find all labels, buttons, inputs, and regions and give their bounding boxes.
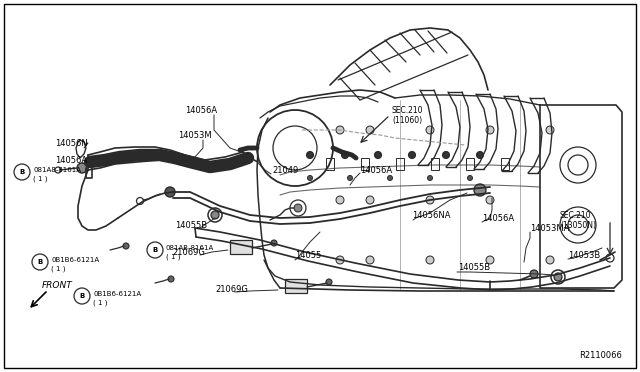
Text: 14055B: 14055B [458,263,490,273]
Text: 14053M: 14053M [178,131,212,140]
Circle shape [307,151,314,158]
Text: ( 1 ): ( 1 ) [33,176,47,182]
Text: 14056A: 14056A [185,106,217,115]
Circle shape [342,151,349,158]
Text: 0B1B6-6121A: 0B1B6-6121A [51,257,99,263]
Bar [396,158,404,170]
Text: (13050N): (13050N) [560,221,596,230]
Text: B: B [79,293,84,299]
Circle shape [211,211,219,219]
Text: 14056A: 14056A [360,166,392,174]
Circle shape [374,151,381,158]
Text: 14056NA: 14056NA [412,211,451,219]
Circle shape [366,126,374,134]
Circle shape [336,196,344,204]
Circle shape [426,256,434,264]
Circle shape [477,151,483,158]
Circle shape [530,270,538,278]
Circle shape [426,126,434,134]
Text: (11060): (11060) [392,115,422,125]
Text: 21069G: 21069G [172,247,205,257]
Circle shape [307,176,312,180]
Text: B: B [19,169,24,175]
Circle shape [77,163,87,173]
Circle shape [294,204,302,212]
Text: 14053B: 14053B [568,250,600,260]
Text: 14055: 14055 [295,250,321,260]
Bar [285,279,307,293]
Text: 14055B: 14055B [175,221,207,230]
Text: SEC.210: SEC.210 [560,211,591,219]
Circle shape [165,187,175,197]
Text: 21049: 21049 [272,166,298,174]
Circle shape [546,256,554,264]
Circle shape [486,256,494,264]
Text: 14056N: 14056N [55,138,88,148]
Circle shape [467,176,472,180]
Circle shape [326,279,332,285]
Text: 14056A: 14056A [482,214,514,222]
Bar [501,158,509,170]
Circle shape [442,151,449,158]
Text: R2110066: R2110066 [579,351,622,360]
Text: FRONT: FRONT [42,280,73,289]
Bar [466,158,474,170]
Text: 0B1B6-6121A: 0B1B6-6121A [93,291,141,297]
Circle shape [336,256,344,264]
Text: B: B [152,247,157,253]
Circle shape [168,276,174,282]
Circle shape [474,184,486,196]
Text: 081AB-8161A: 081AB-8161A [166,245,214,251]
Circle shape [486,126,494,134]
Text: SEC.210: SEC.210 [392,106,424,115]
Text: ( 1 ): ( 1 ) [51,266,65,272]
Circle shape [336,126,344,134]
Text: ( 1 ): ( 1 ) [93,300,108,306]
Circle shape [554,273,562,281]
Text: 14053MA: 14053MA [530,224,570,232]
Text: 081A8-8161A: 081A8-8161A [33,167,81,173]
Circle shape [366,196,374,204]
Bar [230,240,252,254]
Bar [431,158,439,170]
Circle shape [271,240,277,246]
Circle shape [546,126,554,134]
Text: ( 1 ): ( 1 ) [166,254,180,260]
Circle shape [366,256,374,264]
Text: B: B [37,259,43,265]
Circle shape [408,151,415,158]
Bar [326,158,334,170]
Text: 21069G: 21069G [215,285,248,295]
Circle shape [428,176,433,180]
Circle shape [348,176,353,180]
Circle shape [426,196,434,204]
Bar [361,158,369,170]
Circle shape [486,196,494,204]
Circle shape [387,176,392,180]
Text: 14056A: 14056A [55,155,87,164]
Circle shape [123,243,129,249]
